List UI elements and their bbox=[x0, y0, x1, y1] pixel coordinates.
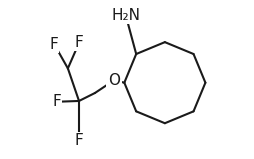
Text: F: F bbox=[50, 37, 58, 52]
Text: F: F bbox=[52, 94, 61, 109]
Text: O: O bbox=[107, 73, 120, 88]
Text: H₂N: H₂N bbox=[111, 8, 140, 23]
Text: F: F bbox=[74, 133, 83, 148]
Text: F: F bbox=[74, 35, 83, 50]
